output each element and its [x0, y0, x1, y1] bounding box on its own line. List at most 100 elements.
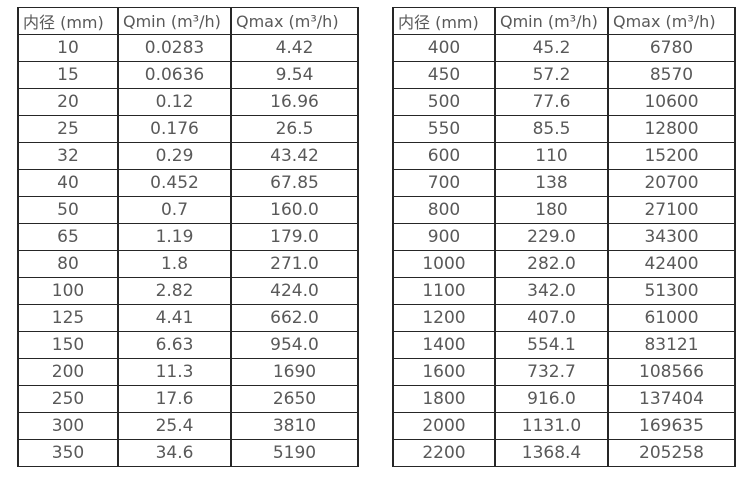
table-row: 2000 1131.0 169635	[392, 412, 736, 440]
column-header: Qmax (m³/h)	[607, 7, 736, 35]
table-cell: 2200	[392, 439, 496, 467]
column-header: Qmin (m³/h)	[117, 7, 232, 35]
table-row: 40 0.452 67.85	[17, 169, 359, 197]
table-cell: 954.0	[230, 331, 359, 359]
table-cell: 4.42	[230, 34, 359, 62]
table-body: 10 0.0283 4.42 15 0.0636 9.54 20 0.12 16.96 25 0.1…	[17, 34, 359, 467]
table-cell: 282.0	[494, 250, 609, 278]
table-cell: 6780	[607, 34, 736, 62]
table-cell: 34300	[607, 223, 736, 251]
table-row: 1200 407.0 61000	[392, 304, 736, 332]
column-header: Qmax (m³/h)	[230, 7, 359, 35]
table-cell: 169635	[607, 412, 736, 440]
table-row: 25 0.176 26.5	[17, 115, 359, 143]
table-row: 100 2.82 424.0	[17, 277, 359, 305]
table-row: 400 45.2 6780	[392, 34, 736, 62]
table-cell: 250	[17, 385, 119, 413]
table-row: 200 11.3 1690	[17, 358, 359, 386]
flow-rate-table-large-diameters: 内径 (mm) Qmin (m³/h) Qmax (m³/h) 400 45.2 678…	[392, 7, 736, 467]
table-cell: 34.6	[117, 439, 232, 467]
table-cell: 554.1	[494, 331, 609, 359]
table-cell: 500	[392, 88, 496, 116]
table-cell: 77.6	[494, 88, 609, 116]
table-cell: 9.54	[230, 61, 359, 89]
table-cell: 0.29	[117, 142, 232, 170]
table-cell: 407.0	[494, 304, 609, 332]
table-cell: 205258	[607, 439, 736, 467]
table-row: 32 0.29 43.42	[17, 142, 359, 170]
table-cell: 100	[17, 277, 119, 305]
table-cell: 8570	[607, 61, 736, 89]
table-cell: 80	[17, 250, 119, 278]
table-cell: 180	[494, 196, 609, 224]
table-row: 50 0.7 160.0	[17, 196, 359, 224]
table-cell: 2000	[392, 412, 496, 440]
table-cell: 342.0	[494, 277, 609, 305]
table-cell: 42400	[607, 250, 736, 278]
table-cell: 27100	[607, 196, 736, 224]
table-row: 80 1.8 271.0	[17, 250, 359, 278]
table-cell: 732.7	[494, 358, 609, 386]
table-cell: 1690	[230, 358, 359, 386]
table-cell: 800	[392, 196, 496, 224]
table-cell: 137404	[607, 385, 736, 413]
table-row: 300 25.4 3810	[17, 412, 359, 440]
table-row: 10 0.0283 4.42	[17, 34, 359, 62]
table-cell: 450	[392, 61, 496, 89]
table-cell: 26.5	[230, 115, 359, 143]
table-cell: 424.0	[230, 277, 359, 305]
table-cell: 1400	[392, 331, 496, 359]
table-cell: 10	[17, 34, 119, 62]
table-row: 125 4.41 662.0	[17, 304, 359, 332]
table-row: 350 34.6 5190	[17, 439, 359, 467]
table-cell: 150	[17, 331, 119, 359]
table-row: 1800 916.0 137404	[392, 385, 736, 413]
table-cell: 61000	[607, 304, 736, 332]
table-cell: 20	[17, 88, 119, 116]
table-body: 400 45.2 6780 450 57.2 8570 500 77.6 10600 550 85.…	[392, 34, 736, 467]
table-row: 450 57.2 8570	[392, 61, 736, 89]
table-row: 1000 282.0 42400	[392, 250, 736, 278]
table-cell: 67.85	[230, 169, 359, 197]
table-cell: 65	[17, 223, 119, 251]
table-cell: 5190	[230, 439, 359, 467]
table-row: 150 6.63 954.0	[17, 331, 359, 359]
table-cell: 350	[17, 439, 119, 467]
table-row: 550 85.5 12800	[392, 115, 736, 143]
table-cell: 108566	[607, 358, 736, 386]
table-row: 15 0.0636 9.54	[17, 61, 359, 89]
table-cell: 125	[17, 304, 119, 332]
table-cell: 916.0	[494, 385, 609, 413]
table-row: 65 1.19 179.0	[17, 223, 359, 251]
header-row: 内径 (mm) Qmin (m³/h) Qmax (m³/h)	[17, 7, 359, 35]
table-cell: 15	[17, 61, 119, 89]
table-cell: 138	[494, 169, 609, 197]
table-row: 500 77.6 10600	[392, 88, 736, 116]
table-cell: 2.82	[117, 277, 232, 305]
table-cell: 1600	[392, 358, 496, 386]
table-row: 800 180 27100	[392, 196, 736, 224]
table-cell: 85.5	[494, 115, 609, 143]
table-cell: 1131.0	[494, 412, 609, 440]
table-row: 900 229.0 34300	[392, 223, 736, 251]
table-cell: 179.0	[230, 223, 359, 251]
table-cell: 0.12	[117, 88, 232, 116]
table-cell: 10600	[607, 88, 736, 116]
table-cell: 12800	[607, 115, 736, 143]
table-cell: 1000	[392, 250, 496, 278]
column-header: 内径 (mm)	[17, 7, 119, 35]
table-cell: 900	[392, 223, 496, 251]
table-cell: 57.2	[494, 61, 609, 89]
table-cell: 83121	[607, 331, 736, 359]
table-cell: 16.96	[230, 88, 359, 116]
table-cell: 51300	[607, 277, 736, 305]
table-cell: 40	[17, 169, 119, 197]
table-cell: 550	[392, 115, 496, 143]
table-cell: 700	[392, 169, 496, 197]
table-cell: 271.0	[230, 250, 359, 278]
table-cell: 1.19	[117, 223, 232, 251]
table-row: 250 17.6 2650	[17, 385, 359, 413]
table-cell: 0.0283	[117, 34, 232, 62]
table-cell: 0.176	[117, 115, 232, 143]
table-cell: 6.63	[117, 331, 232, 359]
